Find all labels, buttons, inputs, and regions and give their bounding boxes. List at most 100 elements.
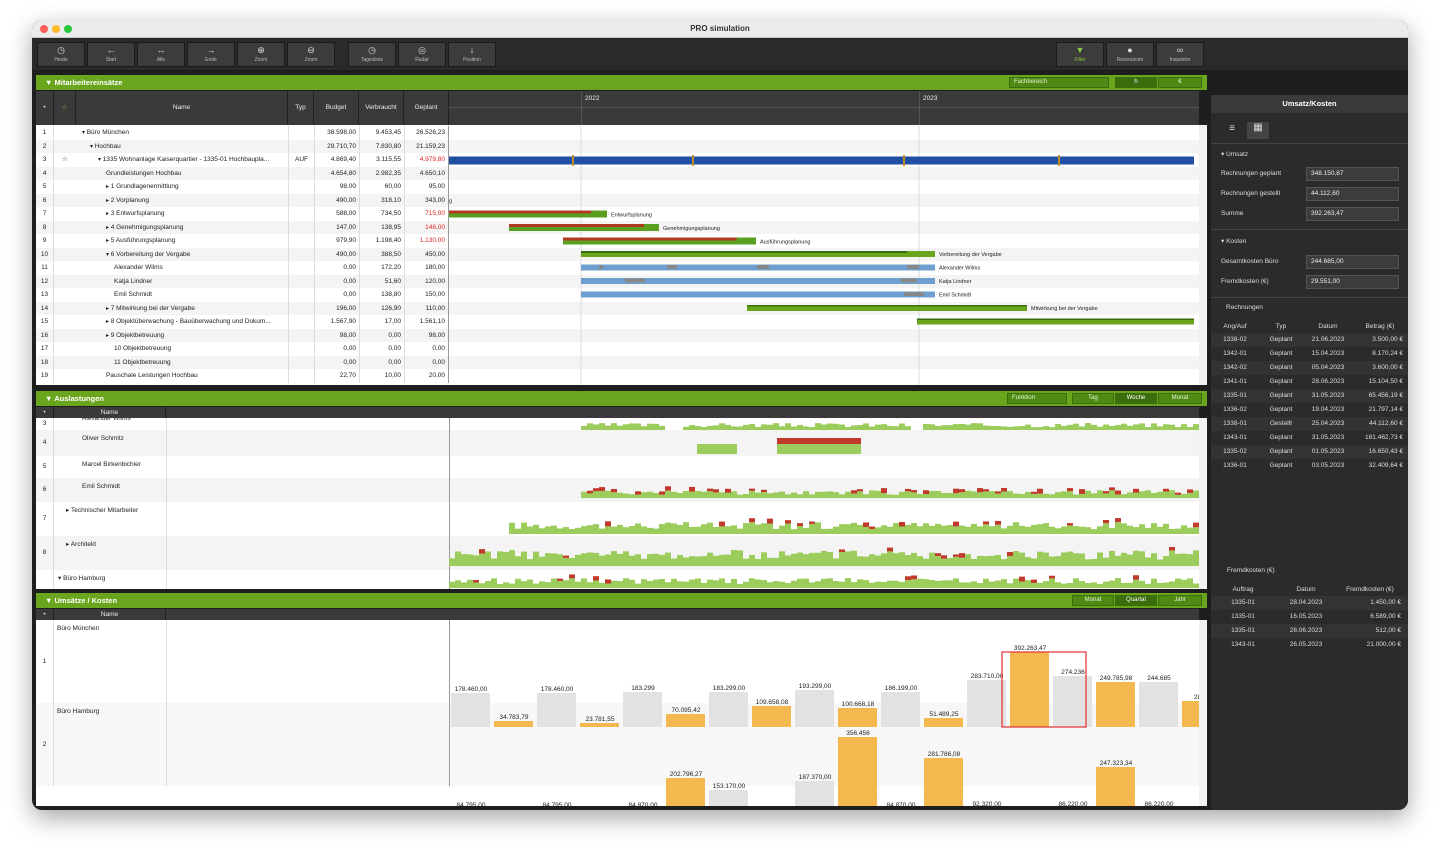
kosten-field-value[interactable]: 244.685,00 bbox=[1306, 255, 1399, 269]
gantt-chart[interactable]: Entwurfsplanung Genehmigungsplanung Ausfüh… bbox=[449, 125, 1199, 385]
column-header-budget[interactable]: Budget bbox=[314, 91, 359, 125]
fremdkosten-column-header[interactable]: Fremdkosten (€) bbox=[1346, 586, 1394, 593]
toolbar-button-zoom[interactable]: ⊕ Zoom bbox=[237, 42, 285, 67]
period-quartal-button[interactable]: Quartal bbox=[1115, 595, 1157, 606]
toolbar-button-ressourcen[interactable]: ● Ressourcen bbox=[1106, 42, 1154, 67]
column-header-name[interactable]: Name bbox=[54, 407, 166, 418]
period-jahr-button[interactable]: Jahr bbox=[1158, 595, 1202, 606]
rechnungen-row[interactable]: 1338-02 Geplant 21.06.2023 3.500,00 € bbox=[1211, 333, 1408, 347]
toolbar-button-start[interactable]: ← Start bbox=[87, 42, 135, 67]
disclosure-triangle-icon[interactable]: ▸ bbox=[106, 305, 111, 312]
rechnungen-row[interactable]: 1338-01 Gestellt 25.04.2023 44.112,60 € bbox=[1211, 417, 1408, 431]
rechnungen-column-header[interactable]: Ang/Auf bbox=[1223, 323, 1247, 330]
table-row[interactable]: 1 ▾ Büro München 38.598,00 9.453,45 26.526,2… bbox=[36, 126, 1199, 140]
disclosure-triangle-icon[interactable]: ▼ bbox=[45, 78, 55, 87]
star-icon[interactable]: ☆ bbox=[54, 91, 76, 125]
disclosure-triangle-icon[interactable]: ▸ bbox=[106, 211, 111, 217]
rechnungen-row[interactable]: 1342-02 Geplant 05.04.2023 3.600,00 € bbox=[1211, 361, 1408, 375]
fremdkosten-column-header[interactable]: Datum bbox=[1296, 586, 1316, 593]
table-row[interactable]: 16 ▸ 9 Objektbetreuung 98,00 0,00 98,00 bbox=[36, 328, 1199, 342]
umsatz-group[interactable]: ▾ Umsatz bbox=[1221, 151, 1249, 158]
fremdkosten-row[interactable]: 1335-01 28.06.2023 512,00 € bbox=[1211, 624, 1408, 638]
rechnungen-column-header[interactable]: Betrag (€) bbox=[1365, 323, 1395, 330]
disclosure-triangle-icon[interactable]: ▾ bbox=[58, 575, 64, 582]
table-icon[interactable]: ▦ bbox=[1247, 122, 1269, 139]
table-row[interactable]: 17 10 Objektbetreuung 0,00 0,00 0,00 bbox=[36, 342, 1199, 356]
disclosure-triangle-icon[interactable]: ▸ bbox=[106, 184, 111, 190]
toolbar-button-tageslinie[interactable]: ◷ Tageslinie bbox=[348, 42, 396, 67]
toolbar-button-inspektor[interactable]: ∞ Inspektor bbox=[1156, 42, 1204, 67]
disclosure-triangle-icon[interactable]: ▾ bbox=[106, 251, 111, 258]
toolbar-button-heute[interactable]: ◷ Heute bbox=[37, 42, 85, 67]
period-monat-button[interactable]: Monat bbox=[1158, 393, 1202, 404]
table-row[interactable]: 18 11 Objektbetreuung 0,00 0,00 0,00 bbox=[36, 355, 1199, 369]
column-header-geplant[interactable]: Geplant bbox=[404, 91, 449, 125]
fachbereich-select[interactable]: Fachbereich bbox=[1009, 77, 1109, 88]
disclosure-triangle-icon[interactable]: ▸ bbox=[106, 319, 111, 325]
disclosure-triangle-icon[interactable]: ▾ bbox=[82, 130, 87, 136]
star-icon[interactable]: ☆ bbox=[62, 156, 68, 163]
column-header-name[interactable]: Name bbox=[54, 609, 166, 620]
toolbar-button-zoom[interactable]: ⊖ Zoom bbox=[287, 42, 335, 67]
toolbar-button-position[interactable]: ↓ Position bbox=[448, 42, 496, 67]
period-monat-button[interactable]: Monat bbox=[1072, 595, 1114, 606]
umsatz-field-value[interactable]: 392.263,47 bbox=[1306, 207, 1399, 221]
section-mitarbeitereinsaetze-header[interactable]: ▼ Mitarbeitereinsätze Fachbereich h € bbox=[36, 75, 1207, 90]
section3-scrollbar[interactable] bbox=[1199, 620, 1207, 806]
unit-hours-button[interactable]: h bbox=[1115, 77, 1157, 88]
disclosure-triangle-icon[interactable]: ▸ bbox=[106, 238, 111, 244]
minimize-window-button[interactable] bbox=[52, 25, 60, 33]
period-woche-button[interactable]: Woche bbox=[1115, 393, 1157, 404]
rechnungen-row[interactable]: 1335-02 Geplant 01.05.2023 16.650,43 € bbox=[1211, 445, 1408, 459]
toolbar-button-radar[interactable]: ◎ Radar bbox=[398, 42, 446, 67]
table-row[interactable]: 14 ▸ 7 Mitwirkung bei der Vergabe 196,00 12… bbox=[36, 301, 1199, 315]
fremdkosten-row[interactable]: 1343-01 26.05.2023 21.000,00 € bbox=[1211, 638, 1408, 652]
toolbar-button-filter[interactable]: ▼ Filter bbox=[1056, 42, 1104, 67]
table-row[interactable]: 5 ▸ 1 Grundlagenermittlung 98,00 60,00 95,00 bbox=[36, 180, 1199, 194]
rechnungen-row[interactable]: 1336-01 Geplant 03.05.2023 32.409,64 € bbox=[1211, 459, 1408, 473]
section-auslastungen-header[interactable]: ▼ Auslastungen Funktion Tag Woche Monat bbox=[36, 391, 1207, 406]
disclosure-triangle-icon[interactable]: ▾ bbox=[98, 157, 103, 163]
section-umsaetze-kosten-header[interactable]: ▼ Umsätze / Kosten Monat Quartal Jahr bbox=[36, 593, 1207, 608]
list-item[interactable]: 4 Oliver Schmitz bbox=[36, 430, 1199, 456]
rechnungen-row[interactable]: 1341-01 Geplant 28.06.2023 15.104,50 € bbox=[1211, 375, 1408, 389]
umsatz-field-value[interactable]: 348.150,87 bbox=[1306, 167, 1399, 181]
column-header-verbraucht[interactable]: Verbraucht bbox=[359, 91, 404, 125]
table-row[interactable]: 6 ▸ 2 Vorplanung 490,00 318,10 343,00 bbox=[36, 193, 1199, 207]
close-window-button[interactable] bbox=[40, 25, 48, 33]
table-row[interactable]: 2 ▾ Hochbau 29.710,70 7.830,80 21.159,23 bbox=[36, 139, 1199, 153]
section1-scrollbar[interactable] bbox=[1199, 125, 1207, 385]
section2-scrollbar[interactable] bbox=[1199, 418, 1207, 589]
toolbar-button-ende[interactable]: → Ende bbox=[187, 42, 235, 67]
table-row[interactable]: 7 ▸ 3 Entwurfsplanung 588,00 734,50 715,00 bbox=[36, 207, 1199, 221]
rechnungen-row[interactable]: 1336-02 Geplant 19.04.2023 21.797,14 € bbox=[1211, 403, 1408, 417]
workload-chart[interactable] bbox=[449, 418, 1199, 589]
table-row[interactable]: 15 ▸ 8 Objektüberwachung - Bauüberwachung… bbox=[36, 315, 1199, 329]
disclosure-triangle-icon[interactable]: ▼ bbox=[45, 596, 55, 605]
revenue-chart[interactable]: 178.460,00 34.783,79 178.460,00 23.781,55 18… bbox=[449, 620, 1199, 806]
sliders-icon[interactable]: ≡ bbox=[1229, 123, 1235, 134]
disclosure-triangle-icon[interactable]: ▸ bbox=[106, 224, 111, 231]
disclosure-triangle-icon[interactable]: ▸ bbox=[66, 507, 71, 514]
disclosure-triangle-icon[interactable]: ▸ bbox=[106, 332, 111, 339]
period-tag-button[interactable]: Tag bbox=[1072, 393, 1114, 404]
rechnungen-column-header[interactable]: Datum bbox=[1318, 323, 1338, 330]
table-row[interactable]: 19 Pauschale Leistungen Hochbau 22,70 10,00… bbox=[36, 369, 1199, 383]
rechnungen-row[interactable]: 1342-01 Geplant 15.04.2023 8.170,24 € bbox=[1211, 347, 1408, 361]
disclosure-triangle-icon[interactable]: ▾ bbox=[90, 143, 95, 150]
list-item[interactable]: 1 Büro München bbox=[36, 620, 1199, 703]
fremdkosten-row[interactable]: 1335-01 16.05.2023 6.589,00 € bbox=[1211, 610, 1408, 624]
zoom-window-button[interactable] bbox=[64, 25, 72, 33]
fremdkosten-column-header[interactable]: Auftrag bbox=[1232, 586, 1254, 593]
unit-euro-button[interactable]: € bbox=[1158, 77, 1202, 88]
list-item[interactable]: 5 Marcel Birkenbichler bbox=[36, 456, 1199, 478]
rechnungen-column-header[interactable]: Typ bbox=[1275, 323, 1287, 330]
funktion-select[interactable]: Funktion bbox=[1007, 393, 1067, 404]
rechnungen-row[interactable]: 1335-01 Geplant 31.05.2023 65.456,19 € bbox=[1211, 389, 1408, 403]
fremdkosten-row[interactable]: 1335-01 28.04.2023 1.450,00 € bbox=[1211, 596, 1408, 610]
disclosure-triangle-icon[interactable]: ▸ bbox=[66, 541, 71, 548]
column-header-typ[interactable]: Typ bbox=[288, 91, 314, 125]
rechnungen-row[interactable]: 1343-01 Geplant 31.05.2023 181.462,73 € bbox=[1211, 431, 1408, 445]
toolbar-button-alle[interactable]: ↔ Alle bbox=[137, 42, 185, 67]
disclosure-triangle-icon[interactable]: ▼ bbox=[45, 394, 55, 403]
